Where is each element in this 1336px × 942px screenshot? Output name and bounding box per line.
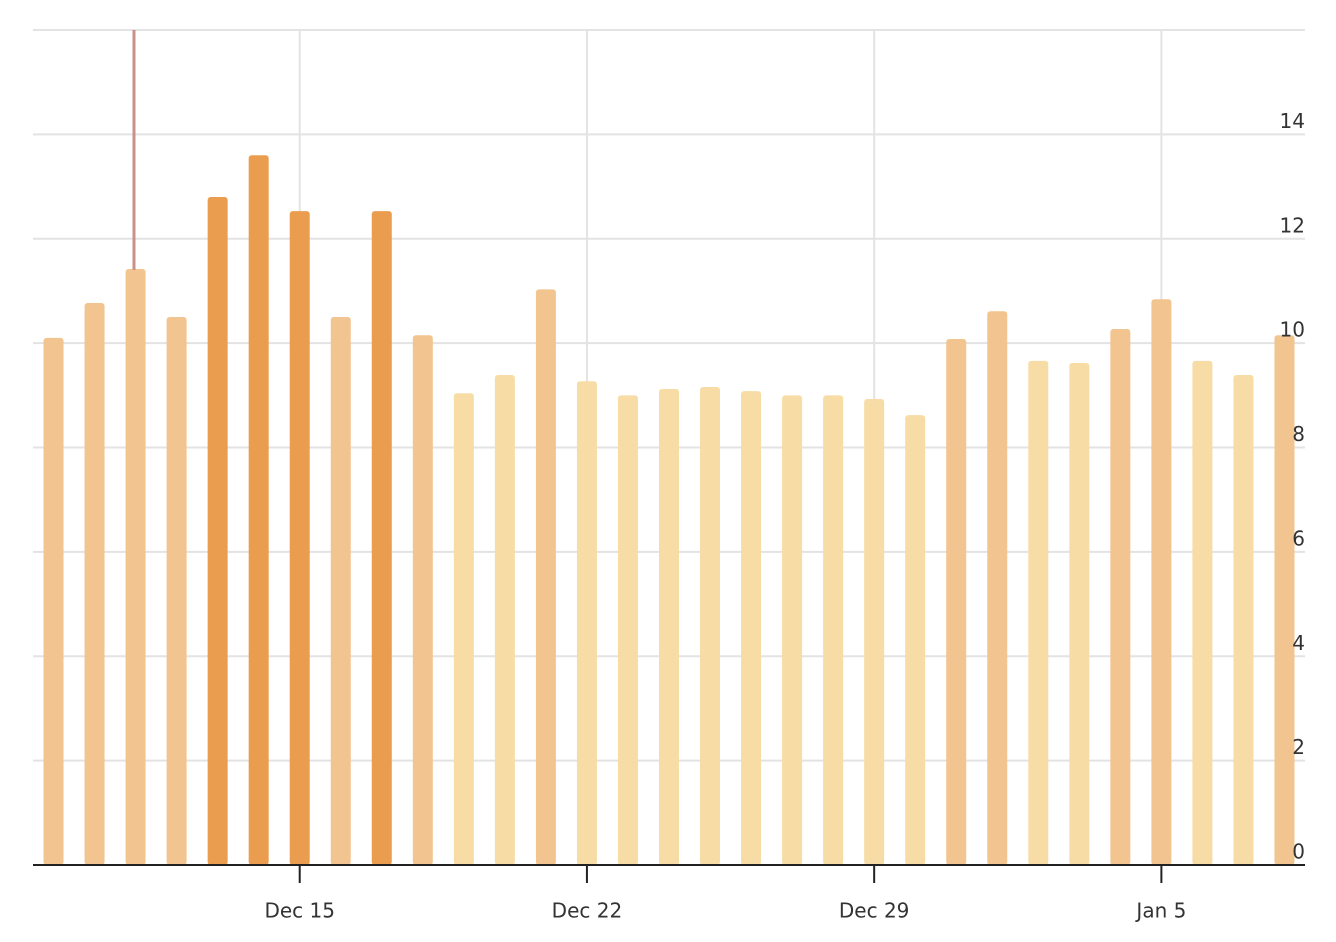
y-tick-label: 4 (1292, 631, 1305, 655)
bar (1028, 360, 1049, 865)
bar (371, 211, 392, 865)
bar (166, 317, 187, 865)
bar (987, 311, 1008, 865)
bar (700, 386, 721, 865)
bar (412, 335, 433, 865)
bar (248, 155, 269, 865)
bar (617, 395, 638, 865)
y-tick-label: 2 (1292, 735, 1305, 759)
y-tick-label: 14 (1280, 109, 1305, 133)
y-tick-label: 6 (1292, 526, 1305, 550)
bar (1110, 329, 1131, 865)
y-tick-label: 0 (1292, 840, 1305, 864)
bar (84, 302, 105, 865)
y-tick-label: 10 (1280, 318, 1305, 342)
bar (823, 395, 844, 865)
bar (1192, 360, 1213, 865)
x-tick-label: Jan 5 (1134, 899, 1186, 923)
bar (125, 269, 146, 865)
bar (494, 374, 515, 865)
y-tick-label: 8 (1292, 422, 1305, 446)
bar (659, 389, 679, 865)
x-tick-label: Dec 29 (839, 899, 910, 923)
bar (741, 391, 762, 865)
bar (1233, 374, 1254, 865)
bar (453, 393, 474, 865)
bar (1274, 335, 1295, 865)
bar (905, 415, 926, 865)
bar (289, 211, 310, 865)
bar (1151, 299, 1172, 866)
y-tick-label: 12 (1280, 213, 1305, 237)
bar (1069, 362, 1090, 865)
bars (43, 155, 1295, 866)
labels: 0 2 4 6 8 10 12 14 Dec 15 Dec 22 Dec 29 Jan 5 (264, 109, 1305, 923)
bar (576, 381, 597, 865)
bar (43, 337, 64, 865)
bar (782, 395, 803, 865)
bar (535, 289, 556, 865)
bar (330, 317, 351, 865)
bar (207, 197, 228, 865)
bar (946, 338, 967, 865)
bar (864, 398, 885, 865)
x-tick-label: Dec 15 (264, 899, 335, 923)
x-tick-label: Dec 22 (552, 899, 623, 923)
